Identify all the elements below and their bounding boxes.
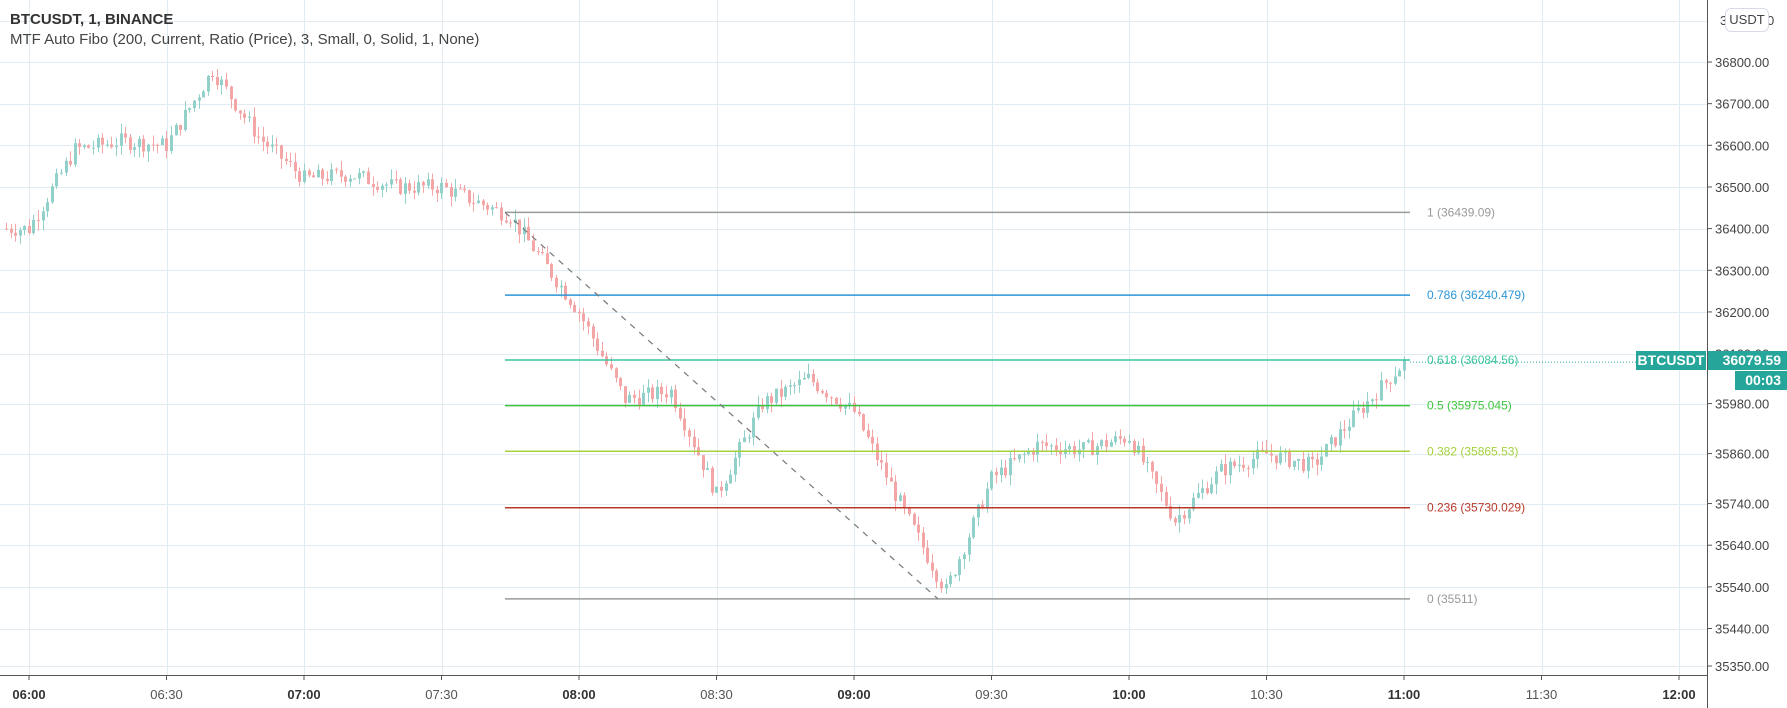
price-tick-label: 36300.00 — [1715, 263, 1769, 278]
fib-level-label: 0.786 (36240.479) — [1427, 288, 1525, 302]
price-tick-label: 36500.00 — [1715, 180, 1769, 195]
bar-countdown-tag: 00:03 — [1735, 371, 1787, 390]
fib-level-label: 0.618 (36084.56) — [1427, 353, 1518, 367]
time-tick-label: 06:00 — [12, 687, 45, 702]
time-tick-label: 07:00 — [287, 687, 320, 702]
price-tick-label: 35350.00 — [1715, 659, 1769, 674]
last-price-value-tag: 36079.59 — [1708, 351, 1787, 370]
fib-level-label: 0 (35511) — [1427, 592, 1477, 606]
price-tick-label: 35860.00 — [1715, 447, 1769, 462]
fib-level-label: 0.382 (35865.53) — [1427, 444, 1518, 458]
price-tick-label: 35640.00 — [1715, 538, 1769, 553]
time-tick-label: 11:30 — [1526, 687, 1558, 702]
fib-level-1[interactable]: 1 (36439.09) — [505, 205, 1495, 219]
last-price-value: 36079.59 — [1722, 352, 1781, 368]
fib-level-label: 1 (36439.09) — [1427, 205, 1495, 219]
price-tick-label: 35440.00 — [1715, 622, 1769, 637]
candles — [5, 69, 1406, 594]
indicator-title[interactable]: MTF Auto Fibo (200, Current, Ratio (Pric… — [10, 31, 480, 48]
price-tick-label: 35540.00 — [1715, 580, 1769, 595]
time-tick-label: 10:30 — [1250, 687, 1283, 702]
last-price-symbol-tag: BTCUSDT — [1636, 351, 1706, 370]
price-tick-label: 36700.00 — [1715, 97, 1769, 112]
time-tick-label: 09:30 — [975, 687, 1008, 702]
fib-level-0-382[interactable]: 0.382 (35865.53) — [505, 444, 1518, 458]
fibonacci-levels: 1 (36439.09) 0.786 (36240.479) 0.618 (3608… — [505, 205, 1525, 606]
price-tick-label: 35740.00 — [1715, 497, 1769, 512]
price-tick-label: 35980.00 — [1715, 397, 1769, 412]
fib-trend-line[interactable] — [504, 211, 939, 600]
chart-legend: BTCUSDT, 1, BINANCE MTF Auto Fibo (200, … — [10, 10, 479, 50]
currency-unit-button[interactable]: USDT — [1725, 8, 1769, 32]
fib-level-0-5[interactable]: 0.5 (35975.045) — [505, 399, 1512, 413]
time-tick-label: 08:00 — [562, 687, 595, 702]
time-tick-label: 08:30 — [700, 687, 733, 702]
price-tick-label: 36600.00 — [1715, 138, 1769, 153]
time-tick-label: 06:30 — [150, 687, 183, 702]
bar-countdown: 00:03 — [1745, 372, 1781, 388]
fib-level-label: 0.5 (35975.045) — [1427, 399, 1512, 413]
fib-level-0-236[interactable]: 0.236 (35730.029) — [505, 501, 1525, 515]
time-tick-label: 12:00 — [1662, 687, 1695, 702]
time-axis[interactable]: 06:00 06:30 07:00 07:30 08:00 08:30 09:00 09:30… — [12, 675, 1696, 702]
fib-level-label: 0.236 (35730.029) — [1427, 501, 1525, 515]
price-tick-label: 36800.00 — [1715, 55, 1769, 70]
grid — [0, 0, 1707, 675]
price-tick-label: 36400.00 — [1715, 222, 1769, 237]
fib-level-0-618[interactable]: 0.618 (36084.56) — [505, 353, 1518, 367]
price-tick-label: 36200.00 — [1715, 305, 1769, 320]
fib-level-0-786[interactable]: 0.786 (36240.479) — [505, 288, 1525, 302]
symbol-title[interactable]: BTCUSDT, 1, BINANCE — [10, 11, 174, 28]
time-tick-label: 10:00 — [1112, 687, 1145, 702]
fib-level-0[interactable]: 0 (35511) — [505, 592, 1477, 606]
price-axis[interactable]: 36900.0036800.0036700.0036600.0036500.00… — [1707, 13, 1774, 674]
time-tick-label: 09:00 — [837, 687, 870, 702]
time-tick-label: 11:00 — [1388, 687, 1421, 702]
time-tick-label: 07:30 — [425, 687, 458, 702]
